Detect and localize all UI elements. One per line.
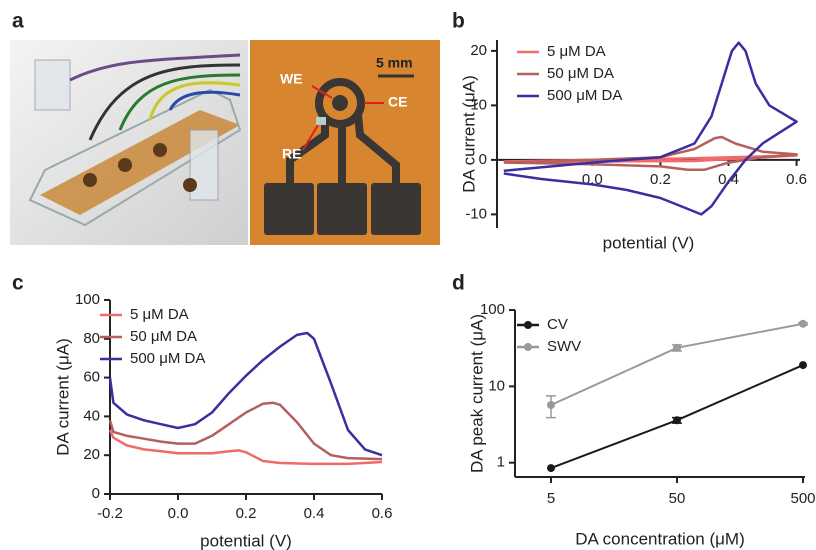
y-axis-label: DA current (μA) [459,75,478,193]
legend-marker [524,343,532,351]
data-point [547,400,555,409]
series-line [503,135,798,171]
y-tick-label: 40 [83,407,100,424]
legend-label: 500 μM DA [547,87,622,104]
y-tick-label: -10 [465,205,487,222]
x-tick-label: 0.2 [236,505,257,522]
x-axis-label: DA concentration (μM) [575,529,744,548]
x-axis-label: potential (V) [200,531,292,550]
legend-marker [524,321,532,329]
legend-label: SWV [547,338,581,355]
data-point [799,319,807,328]
legend-label: 500 μM DA [130,350,205,367]
series-line [108,331,383,457]
y-tick-label: 100 [480,301,505,318]
x-tick-label: 0.2 [650,171,671,188]
data-point [799,361,807,370]
y-tick-label: 10 [488,377,505,394]
x-tick-label: -0.2 [97,505,123,522]
y-tick-label: 0 [479,151,487,168]
panel-label: b [452,10,465,33]
y-tick-label: 20 [83,446,100,463]
y-tick-label: 1 [497,454,505,471]
x-tick-label: 0.0 [168,505,189,522]
legend-label: 5 μM DA [130,306,189,323]
photo-label: RE [282,146,301,162]
y-tick-label: 60 [83,369,100,386]
x-tick-label: 5 [547,490,555,507]
y-tick-label: 80 [83,330,100,347]
scale-label: 5 mm [376,55,413,71]
data-point [673,416,681,425]
device-photo [10,40,248,245]
legend-label: CV [547,316,568,333]
y-axis-label: DA current (μA) [53,338,72,456]
panel-label: d [452,272,465,295]
x-axis-label: potential (V) [603,233,695,252]
series-line [503,41,798,216]
legend-label: 50 μM DA [130,328,197,345]
x-tick-label: 0.6 [786,171,807,188]
x-tick-label: 0.6 [372,505,393,522]
y-tick-label: 0 [92,485,100,502]
x-tick-label: 0.4 [304,505,325,522]
photo-label: CE [388,94,407,110]
data-point [673,343,681,352]
y-tick-label: 20 [470,42,487,59]
y-tick-label: 10 [470,96,487,113]
panel-label: a [12,10,24,33]
panel-label: c [12,272,24,295]
y-axis-label: DA peak current (μA) [467,314,486,473]
y-tick-label: 100 [75,291,100,308]
series-line [108,429,383,466]
x-tick-label: 500 [790,490,815,507]
electrode-photo: WE CE RE 5 mm [250,40,440,245]
legend-label: 5 μM DA [547,43,606,60]
series-line [108,401,383,461]
photo-label: WE [280,71,303,87]
x-tick-label: 50 [669,490,686,507]
series-line [550,322,804,406]
legend-label: 50 μM DA [547,65,614,82]
data-point [547,464,555,473]
